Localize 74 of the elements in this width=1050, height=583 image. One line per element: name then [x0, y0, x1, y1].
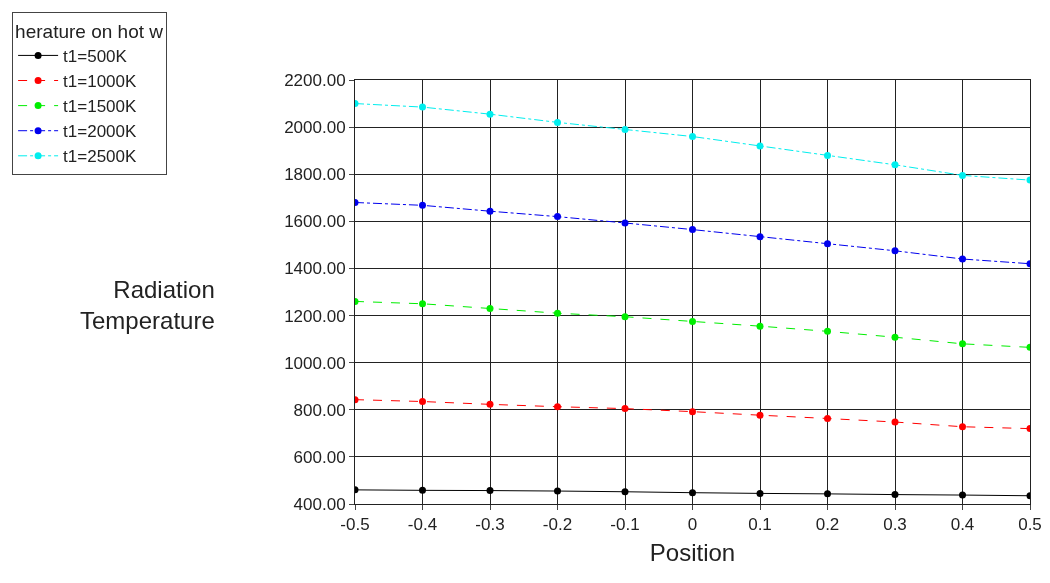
x-tick-label: -0.3 [475, 515, 505, 535]
x-tick-label: 0.4 [950, 515, 975, 535]
point [824, 414, 831, 422]
point [891, 418, 899, 426]
point [554, 213, 561, 221]
y-tick-label: 1000.00 [284, 353, 346, 373]
point [486, 487, 494, 495]
point [689, 226, 696, 234]
y-tick-label: 2200.00 [284, 70, 346, 90]
legend-label: t1=2500K [63, 147, 138, 167]
y-tick-label: 1200.00 [284, 306, 346, 326]
point [756, 411, 764, 419]
point [756, 142, 764, 150]
point [419, 201, 426, 209]
point [891, 247, 899, 255]
x-tick-label: 0.2 [815, 515, 840, 535]
point [959, 171, 966, 179]
x-tick-label: 0.3 [883, 515, 907, 535]
point [486, 304, 494, 312]
y-tick-label: 1400.00 [284, 259, 346, 279]
point [419, 398, 426, 406]
point [689, 317, 696, 325]
y-tick-label: 600.00 [293, 447, 346, 467]
y-tick-label: 1800.00 [284, 165, 346, 185]
point [824, 327, 831, 335]
point [824, 240, 831, 248]
point [419, 300, 426, 308]
point [554, 309, 561, 317]
x-tick-label: 0.1 [748, 515, 772, 535]
point [486, 207, 494, 215]
point [689, 489, 696, 497]
point [756, 489, 764, 497]
point [824, 151, 831, 159]
y-axis-title: Radiation Temperature [80, 276, 215, 335]
point [689, 133, 696, 141]
legend-label: t1=500K [63, 47, 128, 67]
point [554, 403, 561, 411]
y-tick-label: 1600.00 [284, 212, 346, 232]
point [959, 423, 966, 431]
x-axis-title: Position [649, 538, 736, 566]
point [959, 340, 966, 348]
point [689, 408, 696, 416]
point [959, 491, 966, 499]
point [419, 103, 426, 111]
point [756, 233, 764, 241]
legend-title: herature on hot w [15, 20, 164, 42]
legend-label: t1=1000K [63, 72, 138, 92]
point [486, 110, 494, 118]
x-tick-label: 0 [687, 515, 698, 535]
x-tick-label: -0.5 [340, 515, 370, 535]
legend-label: t1=2000K [63, 122, 138, 142]
point [621, 405, 629, 413]
x-tick-label: -0.4 [407, 515, 438, 535]
y-tick-label: 800.00 [293, 400, 346, 420]
point [891, 333, 899, 341]
y-tick-label: 400.00 [293, 494, 346, 514]
point [891, 161, 899, 169]
point [891, 491, 899, 499]
point [486, 400, 494, 408]
point [554, 118, 561, 126]
point [419, 486, 426, 494]
x-tick-label: 0.5 [1018, 515, 1042, 535]
point [621, 219, 629, 227]
y-tick-label: 2000.00 [284, 118, 346, 138]
point [756, 322, 764, 330]
x-tick-label: -0.1 [610, 515, 640, 535]
point [621, 313, 629, 321]
point [554, 487, 561, 495]
x-tick-label: -0.2 [542, 515, 573, 535]
point [621, 488, 629, 496]
point [824, 490, 831, 498]
point [621, 125, 629, 133]
point [959, 255, 966, 263]
legend-label: t1=1500K [63, 97, 138, 117]
